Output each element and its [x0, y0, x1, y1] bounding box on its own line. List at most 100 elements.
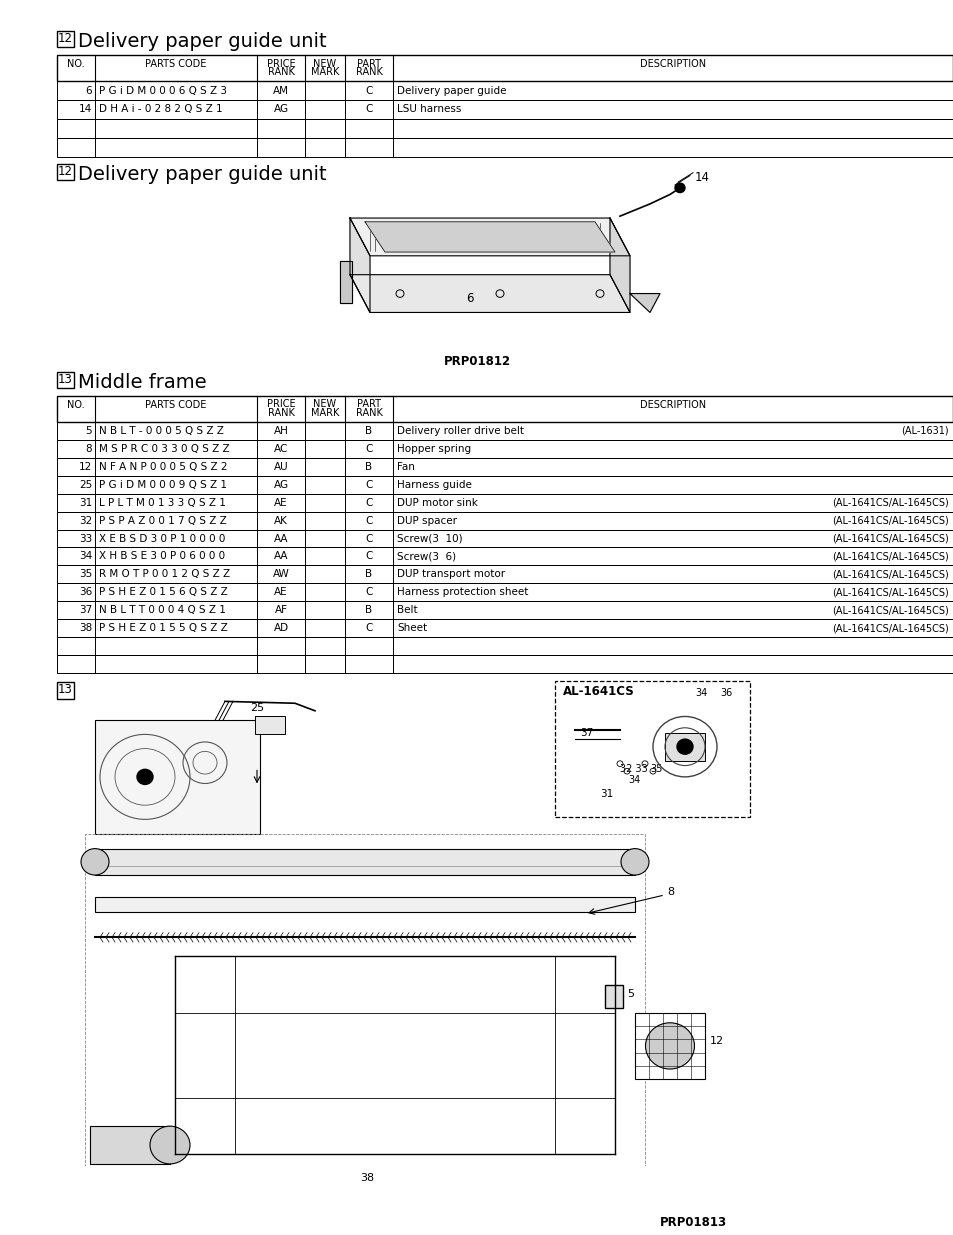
Text: Fan: Fan: [396, 462, 415, 472]
Text: C: C: [365, 498, 373, 508]
Text: (AL-1631): (AL-1631): [901, 426, 948, 436]
Text: AE: AE: [274, 588, 288, 598]
Text: 12: 12: [79, 462, 91, 472]
Circle shape: [620, 848, 648, 876]
Polygon shape: [609, 219, 629, 312]
Text: AA: AA: [274, 534, 288, 543]
Text: C: C: [365, 552, 373, 562]
Text: AU: AU: [274, 462, 288, 472]
Text: MARK: MARK: [311, 67, 339, 77]
Polygon shape: [365, 222, 615, 252]
Polygon shape: [350, 219, 370, 312]
Text: DUP motor sink: DUP motor sink: [396, 498, 477, 508]
Bar: [95, 720, 260, 834]
Text: AG: AG: [274, 105, 288, 115]
Text: 25: 25: [79, 479, 91, 490]
Text: 8: 8: [85, 443, 91, 453]
Text: 14: 14: [79, 105, 91, 115]
Text: 38: 38: [79, 624, 91, 634]
Text: 6: 6: [466, 291, 474, 305]
Bar: [57, 494, 952, 511]
Circle shape: [60, 1192, 80, 1212]
Text: (AL-1641CS/AL-1645CS): (AL-1641CS/AL-1645CS): [831, 534, 948, 543]
Text: L P L T M 0 1 3 3 Q S Z 1: L P L T M 0 1 3 3 Q S Z 1: [99, 498, 226, 508]
Text: C: C: [365, 515, 373, 526]
Bar: [664, 732, 704, 761]
Text: Delivery paper guide: Delivery paper guide: [396, 85, 506, 95]
Bar: [90, 1126, 170, 1163]
Polygon shape: [629, 294, 659, 312]
Bar: [57, 601, 952, 619]
Bar: [85, 834, 644, 1173]
Text: AF: AF: [274, 605, 287, 615]
Bar: [57, 547, 952, 566]
Text: Delivery paper guide unit: Delivery paper guide unit: [78, 165, 326, 184]
Bar: [95, 848, 635, 876]
Bar: [57, 683, 74, 699]
Text: 12: 12: [709, 1036, 723, 1046]
Text: 14: 14: [695, 170, 709, 184]
Text: AL-1641CS: AL-1641CS: [562, 685, 634, 698]
Text: P S H E Z 0 1 5 5 Q S Z Z: P S H E Z 0 1 5 5 Q S Z Z: [99, 624, 228, 634]
Text: N B L T T 0 0 0 4 Q S Z 1: N B L T T 0 0 0 4 Q S Z 1: [99, 605, 226, 615]
Text: PARTS CODE: PARTS CODE: [145, 400, 207, 410]
Text: Belt: Belt: [396, 605, 417, 615]
Text: P G i D M 0 0 0 6 Q S Z 3: P G i D M 0 0 0 6 Q S Z 3: [99, 85, 227, 95]
Text: (AL-1641CS/AL-1645CS): (AL-1641CS/AL-1645CS): [831, 569, 948, 579]
Text: AE: AE: [274, 498, 288, 508]
Text: Middle frame: Middle frame: [78, 373, 207, 391]
Text: C: C: [365, 105, 373, 115]
Text: 37: 37: [79, 605, 91, 615]
Text: N B L T - 0 0 0 5 Q S Z Z: N B L T - 0 0 0 5 Q S Z Z: [99, 426, 224, 436]
Text: RANK: RANK: [355, 408, 382, 417]
Text: M S P R C 0 3 3 0 Q S Z Z: M S P R C 0 3 3 0 Q S Z Z: [99, 443, 230, 453]
Text: C: C: [365, 624, 373, 634]
Circle shape: [50, 1183, 90, 1220]
Text: 35: 35: [649, 763, 661, 773]
Bar: [57, 119, 952, 138]
Text: 34: 34: [79, 552, 91, 562]
Text: (AL-1641CS/AL-1645CS): (AL-1641CS/AL-1645CS): [831, 624, 948, 634]
Text: 36: 36: [79, 588, 91, 598]
Bar: [450, 1173, 510, 1207]
Text: AW: AW: [273, 569, 289, 579]
Text: DESCRIPTION: DESCRIPTION: [639, 400, 705, 410]
Circle shape: [677, 739, 692, 755]
Bar: [57, 82, 952, 100]
Polygon shape: [350, 274, 629, 312]
Text: PARTS CODE: PARTS CODE: [145, 59, 207, 69]
Text: P G i D M 0 0 0 9 Q S Z 1: P G i D M 0 0 0 9 Q S Z 1: [99, 479, 227, 490]
Text: 32: 32: [79, 515, 91, 526]
Text: 31: 31: [599, 789, 613, 799]
Text: 34: 34: [695, 688, 706, 698]
Bar: [555, 680, 749, 818]
Text: 37: 37: [579, 727, 593, 737]
Text: RANK: RANK: [267, 408, 294, 417]
Bar: [57, 100, 952, 119]
Text: PART: PART: [356, 58, 380, 68]
Bar: [57, 422, 952, 440]
Bar: [57, 458, 952, 475]
Circle shape: [81, 848, 109, 876]
Bar: [57, 372, 74, 388]
Text: RANK: RANK: [355, 67, 382, 77]
Text: AD: AD: [274, 624, 288, 634]
Text: AH: AH: [274, 426, 288, 436]
Text: B: B: [365, 426, 373, 436]
Text: 5: 5: [85, 426, 91, 436]
Bar: [57, 31, 74, 47]
Text: PRP01813: PRP01813: [659, 1215, 726, 1229]
Text: AK: AK: [274, 515, 288, 526]
Text: Harness protection sheet: Harness protection sheet: [396, 588, 528, 598]
Text: (AL-1641CS/AL-1645CS): (AL-1641CS/AL-1645CS): [831, 552, 948, 562]
Text: 35: 35: [79, 569, 91, 579]
Text: NO.: NO.: [67, 400, 85, 410]
Text: Screw(3  10): Screw(3 10): [396, 534, 462, 543]
Text: PRICE: PRICE: [267, 399, 295, 409]
Text: 31: 31: [79, 498, 91, 508]
Text: 12: 12: [58, 165, 73, 178]
Bar: [57, 655, 952, 673]
Bar: [57, 475, 952, 494]
Polygon shape: [339, 261, 352, 303]
Text: AC: AC: [274, 443, 288, 453]
